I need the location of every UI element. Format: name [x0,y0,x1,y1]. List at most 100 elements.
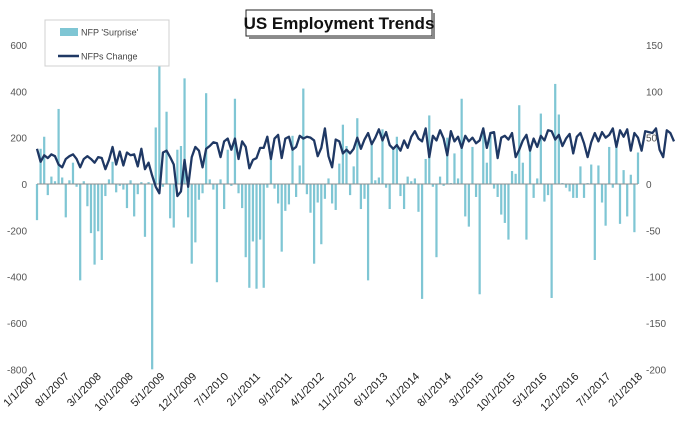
surprise-bar [438,176,442,184]
surprise-bar [615,146,618,184]
left-tick-label: -200 [7,226,27,237]
surprise-bar [305,184,309,195]
surprise-bar [485,162,488,184]
surprise-bar [593,184,596,260]
surprise-bar [330,184,334,204]
surprise-bar [61,177,64,184]
surprise-bar [320,184,323,245]
surprise-bar [500,184,503,215]
surprise-bar [521,162,524,184]
surprise-bar [129,180,132,184]
surprise-bar [413,178,416,184]
surprise-bar [464,184,467,217]
right-tick-label: 100 [646,87,663,98]
surprise-bar [187,184,190,218]
nfp-change-line-layer [35,127,676,198]
surprise-bar [158,26,161,184]
surprise-bar [125,184,129,209]
surprise-bar [431,184,434,187]
surprise-bar [626,184,629,217]
surprise-bar [312,184,316,264]
surprise-bar [75,184,78,187]
surprise-bar [507,184,510,240]
surprise-bar [43,136,46,184]
surprise-bar [97,184,100,232]
surprise-bar [226,149,229,184]
surprise-bar [510,171,514,184]
right-tick-label: -50 [646,226,661,237]
surprise-bar [35,184,39,221]
surprise-bar [539,113,542,184]
surprise-bar [503,184,506,223]
legend-change-label: NFPs Change [81,52,138,62]
surprise-bar [190,184,193,264]
surprise-bar [633,184,636,233]
surprise-bar [334,184,337,210]
right-axis: 150 100 50 0 -50 -100 -150 -200 [646,41,666,376]
surprise-bar [298,165,301,184]
surprise-bar [237,184,240,194]
surprise-bar [345,146,348,184]
surprise-bar [269,153,273,184]
left-tick-label: 200 [10,134,27,145]
surprise-bar [309,184,312,213]
title-box: US Employment Trends [244,9,435,39]
surprise-bar [582,184,586,198]
left-tick-label: -400 [7,273,27,284]
surprise-bar [205,93,208,184]
nfp-change-line [35,127,676,198]
surprise-bar [136,184,139,195]
surprise-bar [474,184,478,197]
surprise-bar [460,98,463,184]
surprise-bar [115,184,118,193]
surprise-bar [410,181,413,184]
surprise-bar [435,184,438,258]
surprise-bar [453,153,456,184]
surprise-bar [302,88,305,184]
surprise-bar [636,152,640,184]
surprise-bar [215,184,219,283]
surprise-bar [39,148,42,184]
surprise-bar [259,184,262,240]
surprise-bar [161,184,165,187]
surprise-bar [277,184,280,204]
surprise-bar [550,184,553,298]
surprise-bar [327,178,330,184]
surprise-bar [518,105,521,184]
surprise-bar [50,176,53,184]
surprise-bar [280,184,283,252]
surprise-bar [446,137,449,184]
surprise-bar [68,180,71,184]
surprise-bar [248,184,251,288]
surprise-bar [295,184,298,197]
surprise-bar [604,184,607,226]
left-tick-label: -600 [7,319,27,330]
surprise-bar [352,166,355,184]
surprise-bar [489,132,492,184]
surprise-bar [417,184,420,212]
surprise-bar [568,184,571,192]
surprise-bar [82,181,85,184]
legend-surprise-label: NFP 'Surprise' [81,28,139,38]
surprise-bar [564,184,568,188]
surprise-bar [201,184,204,194]
surprise-bar [176,149,179,184]
surprise-bar [572,184,575,198]
right-tick-label: 50 [646,134,658,145]
surprise-bar [557,114,560,184]
surprise-bar [194,184,197,243]
left-tick-label: 600 [10,41,27,52]
surprise-bar [554,83,557,184]
surprise-bar [100,184,103,260]
surprise-bar [154,127,157,184]
title-shadow-right [432,13,435,39]
right-tick-label: 150 [646,41,663,52]
left-axis: 600 400 200 0 -200 -400 -600 -800 [7,41,27,376]
surprise-bar [525,184,528,240]
surprise-bar [197,184,201,200]
surprise-bar [492,184,496,189]
surprise-bar [208,179,211,184]
surprise-bar [420,184,424,299]
surprise-bar [377,177,380,184]
surprise-bar [57,108,60,184]
